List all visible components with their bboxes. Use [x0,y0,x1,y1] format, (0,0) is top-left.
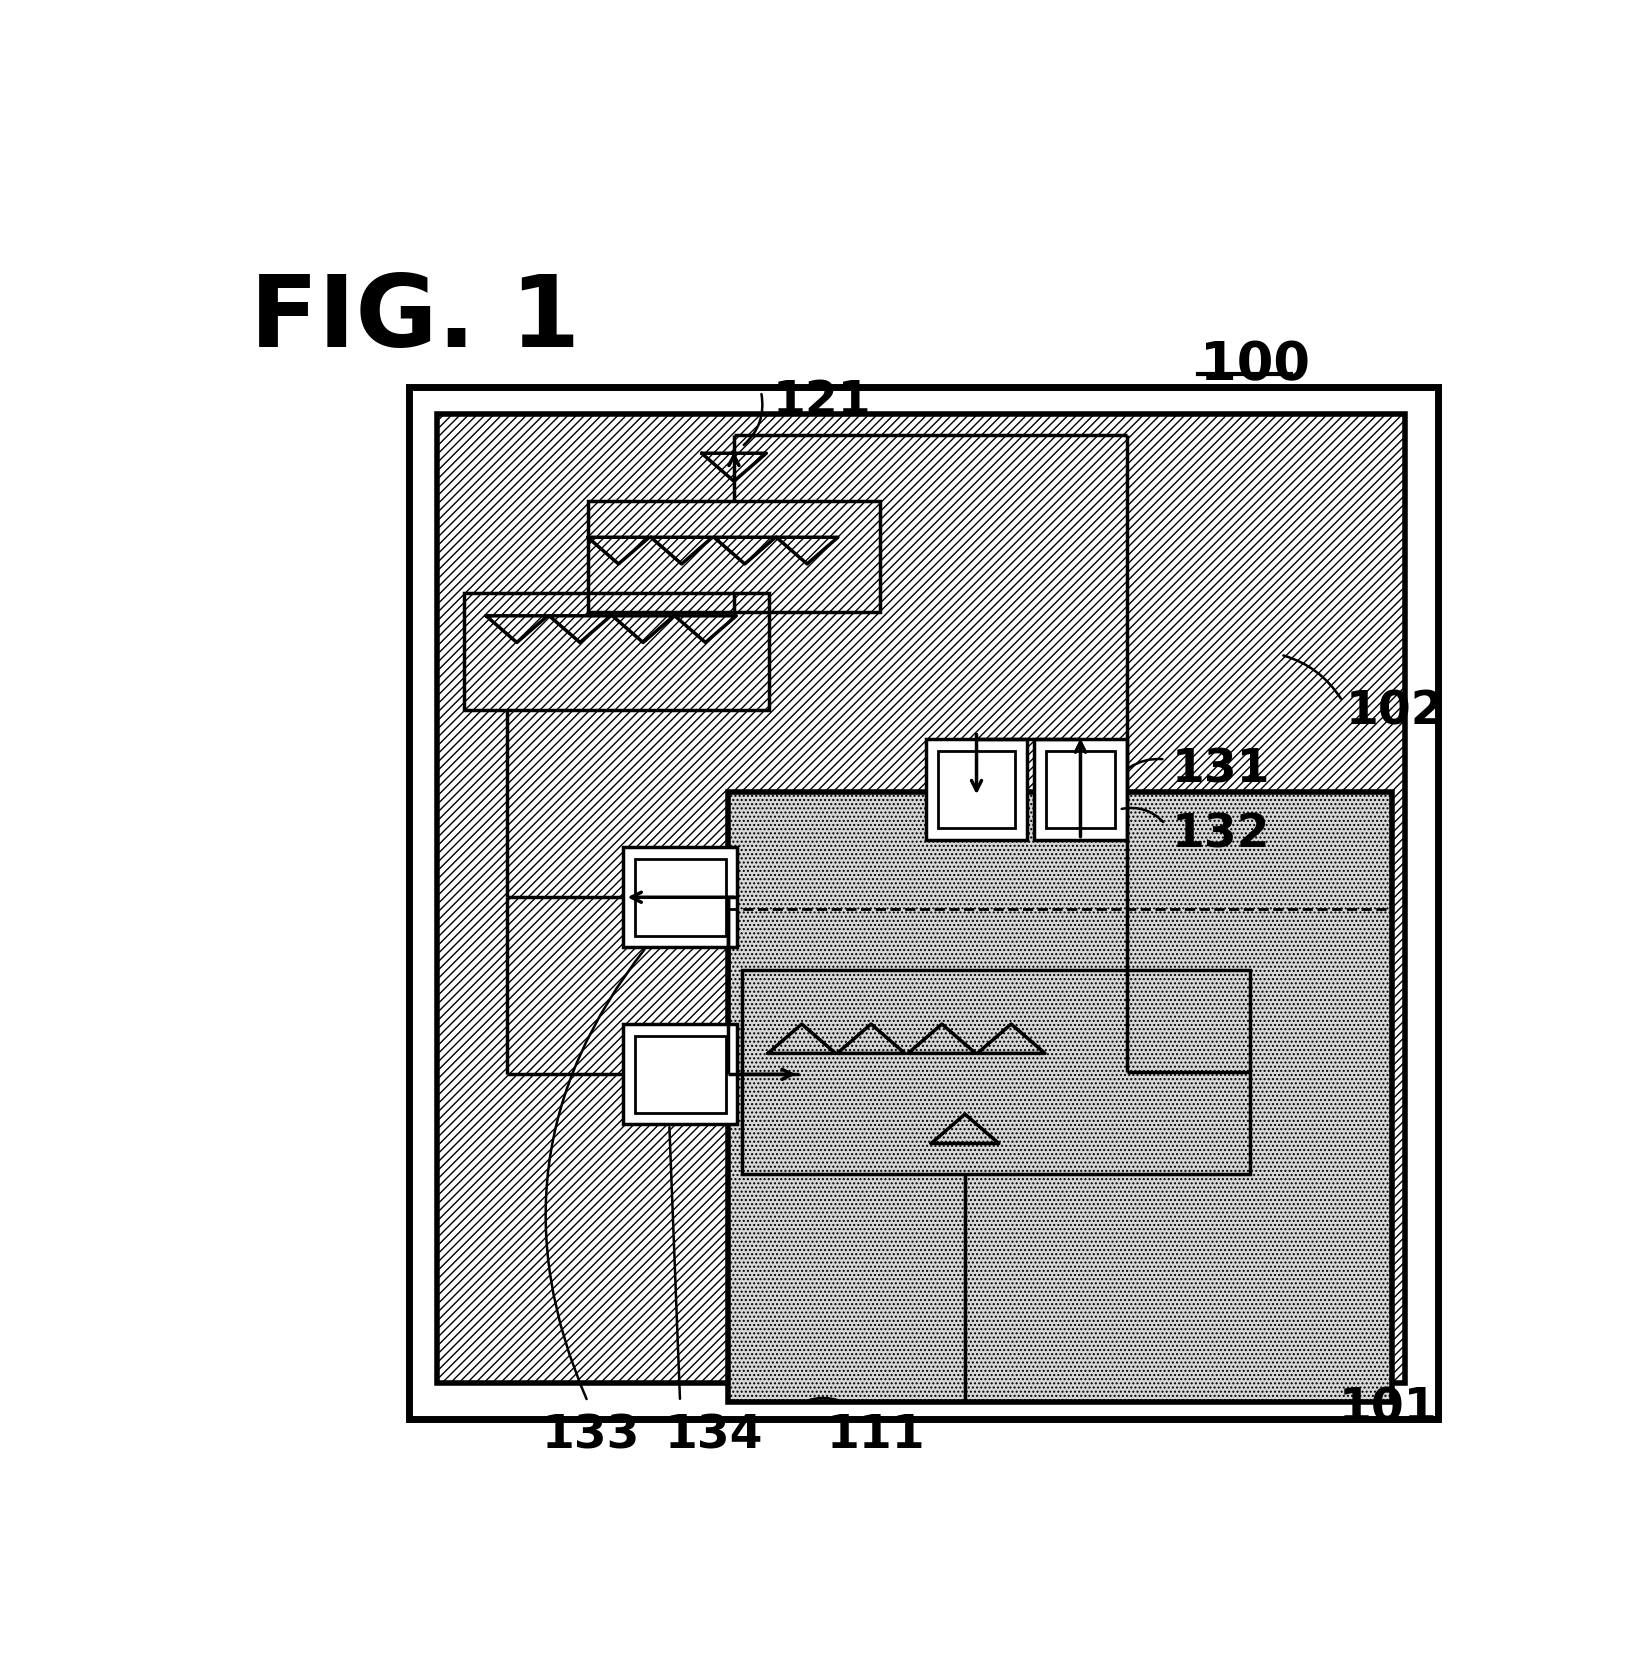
Text: 134: 134 [665,1413,764,1458]
Text: 102: 102 [1346,690,1445,735]
Text: 121: 121 [772,379,871,424]
Bar [437,414,1406,1383]
Text: 100: 100 [1200,339,1310,391]
Text: FIG. 1: FIG. 1 [251,271,581,369]
Bar [587,501,881,613]
Text: 132: 132 [1172,813,1270,858]
Bar [635,858,726,935]
Bar [1046,752,1115,828]
Bar [937,752,1015,828]
Bar [624,847,738,947]
Bar [635,1035,726,1112]
Text: 111: 111 [827,1413,926,1458]
Text: 131: 131 [1172,746,1270,792]
Bar [624,1024,738,1124]
Bar [409,387,1437,1418]
Bar [1035,740,1127,840]
Bar [742,970,1251,1174]
Bar [465,593,769,710]
Bar [927,740,1026,840]
Text: 133: 133 [541,1413,640,1458]
Text: 101: 101 [1338,1386,1437,1431]
Bar [728,792,1391,1401]
